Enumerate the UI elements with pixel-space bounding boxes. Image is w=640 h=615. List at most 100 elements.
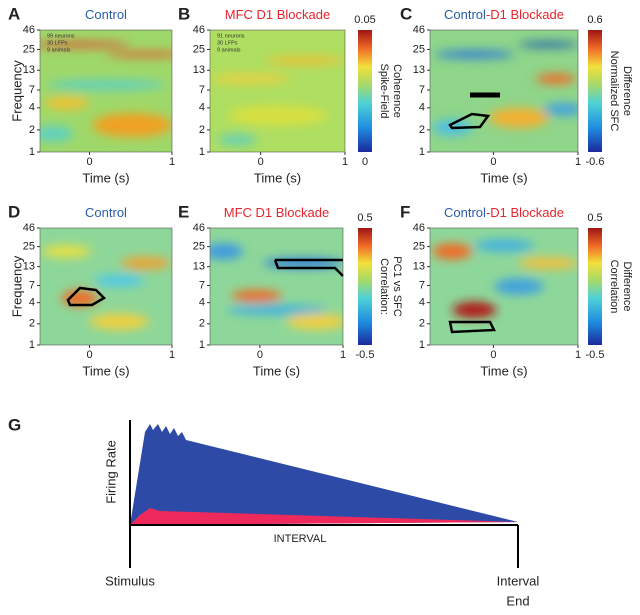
colorbar-tick: -0.6 [586, 156, 605, 168]
y-tick-label: 7 [419, 84, 425, 96]
y-tick-label: 46 [23, 24, 35, 36]
heatmap [430, 228, 578, 345]
colorbar-label: Correlation [608, 260, 620, 314]
panel-title: Control [85, 205, 127, 220]
colorbar [358, 228, 372, 345]
title-part: Control [85, 205, 127, 220]
plot-frame [209, 227, 344, 346]
title-part: Control [444, 7, 486, 22]
y-tick-label: 4 [29, 102, 35, 114]
y-axis-label: Firing Rate [103, 440, 118, 504]
heatmap-blob [40, 125, 74, 142]
note: 30 LFPs [217, 40, 238, 46]
x-tick-label: 0 [490, 156, 496, 168]
heatmap-blobs [210, 56, 345, 146]
heatmap-blob [40, 41, 130, 48]
x-tick-label: 0 [86, 156, 92, 168]
heatmap-blob [46, 79, 166, 90]
firing-area-control [130, 424, 518, 525]
firing-area-blockade [130, 508, 518, 525]
x-axis-label: Time (s) [253, 363, 300, 378]
colorbar-tick: 0 [362, 156, 368, 168]
panel-title: Control-D1 Blockade [444, 205, 564, 220]
plot-frame [429, 227, 579, 346]
panel: E MFC D1 Blockade 46 25 13 7 4 2 1 0 1 Time (s) 0.5 -… [178, 202, 403, 378]
note: 30 LFPs [47, 40, 68, 46]
heatmap-blob [92, 113, 172, 138]
heatmap-blobs [432, 239, 578, 318]
heatmap-blob [434, 50, 515, 59]
heatmap-bg [210, 30, 345, 152]
y-tick-label: 1 [419, 146, 425, 158]
plot-frame [39, 29, 173, 153]
y-tick-label: 25 [193, 43, 205, 55]
x-axis-label: Time (s) [254, 170, 301, 185]
title-part: -D1 Blockade [486, 7, 564, 22]
heatmap-blob [94, 274, 145, 287]
colorbar-tick: 0.5 [587, 212, 602, 224]
panel-title: Control-D1 Blockade [444, 7, 564, 22]
heatmap-blob [452, 301, 497, 318]
y-tick-label: 13 [23, 261, 35, 273]
plot-frame [429, 29, 579, 153]
x-axis-label: Time (s) [480, 170, 527, 185]
y-tick-label: 1 [29, 339, 35, 351]
heatmap-blob [44, 97, 89, 110]
y-tick-label: 25 [193, 241, 205, 253]
y-tick-label: 7 [199, 279, 205, 291]
heatmap-blob [226, 304, 327, 315]
heatmap-blob [264, 56, 345, 65]
colorbar [588, 30, 602, 152]
y-tick-label: 13 [23, 64, 35, 76]
heatmap-blob [231, 289, 282, 302]
heatmap-blob [543, 103, 578, 116]
heatmap-blob [105, 51, 172, 58]
y-tick-label: 2 [199, 124, 205, 136]
y-tick-label: 25 [413, 241, 425, 253]
note: 91 neurons [217, 33, 245, 39]
colorbar-label: Difference [621, 262, 633, 312]
heatmap-blob [227, 105, 328, 126]
y-tick-label: 46 [193, 24, 205, 36]
heatmap-blob [286, 313, 343, 330]
y-tick-label: 2 [29, 318, 35, 330]
panel-letter: B [178, 4, 190, 23]
y-tick-label: 2 [29, 124, 35, 136]
heatmap-blob [210, 243, 244, 260]
y-tick-label: 13 [413, 261, 425, 273]
end-label: End [506, 593, 529, 608]
heatmap-blob [210, 73, 291, 84]
y-tick-label: 4 [199, 297, 205, 309]
panel-title: MFC D1 Blockade [224, 205, 329, 220]
colorbar [358, 30, 372, 152]
heatmap-blob [474, 239, 534, 252]
y-tick-label: 4 [199, 102, 205, 114]
x-tick-label: 1 [575, 156, 581, 168]
heatmap-blobs [432, 41, 578, 136]
panel-letter: D [8, 202, 20, 221]
heatmap [210, 228, 343, 345]
y-tick-label: 25 [23, 43, 35, 55]
y-tick-label: 25 [23, 241, 35, 253]
panel-title: MFC D1 Blockade [225, 7, 330, 22]
y-axis-label: Frequency [9, 255, 24, 317]
panel-letter: G [8, 415, 21, 434]
colorbar-label: Difference [621, 66, 633, 116]
contour [273, 258, 344, 277]
panel-title: Control [85, 7, 127, 22]
heatmap-blobs [41, 245, 171, 330]
y-tick-label: 13 [193, 261, 205, 273]
y-tick-label: 1 [419, 339, 425, 351]
heatmap-blobs [40, 41, 172, 142]
y-tick-label: 46 [193, 222, 205, 234]
plot-frame [39, 227, 173, 346]
heatmap-blob [41, 245, 92, 258]
heatmap [40, 30, 172, 152]
end-label: Interval [497, 573, 540, 588]
y-tick-label: 4 [29, 297, 35, 309]
start-label: Stimulus [105, 573, 155, 588]
heatmap-blob [518, 257, 578, 270]
title-part: MFC D1 Blockade [224, 205, 329, 220]
y-tick-label: 1 [199, 339, 205, 351]
